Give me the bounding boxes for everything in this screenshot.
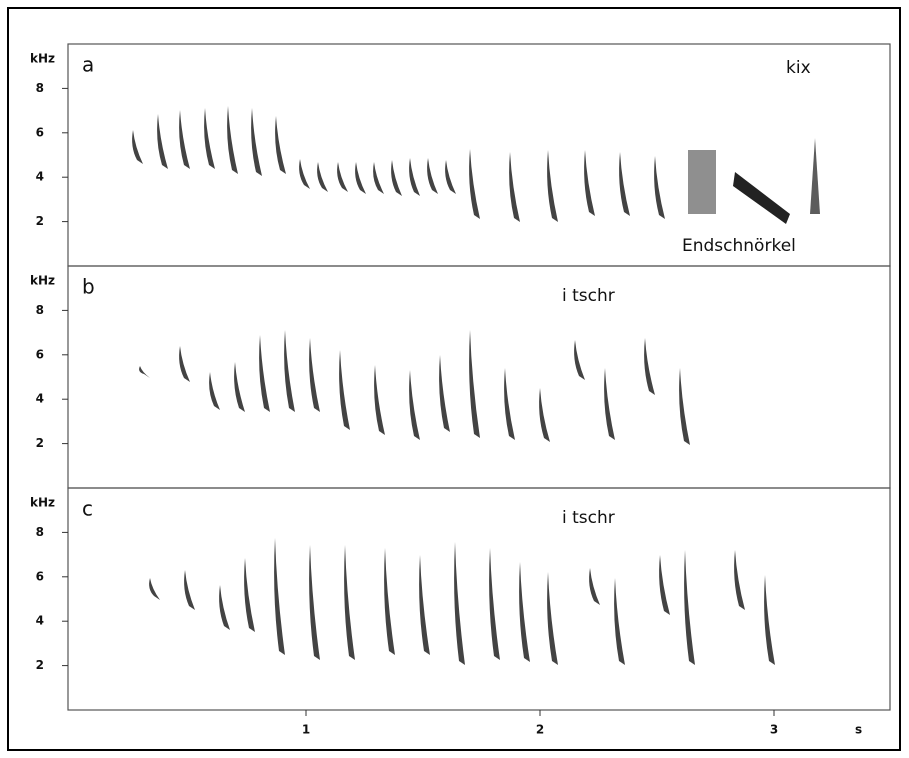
- syllable: [734, 550, 745, 610]
- y-tick-label: 4: [36, 170, 44, 184]
- syllable: [469, 330, 480, 438]
- syllable: [427, 158, 438, 194]
- x-tick-label: 2: [536, 723, 544, 737]
- panel-letter: a: [82, 53, 94, 77]
- y-tick-label: 8: [36, 303, 44, 317]
- syllable: [469, 149, 480, 219]
- syllable: [227, 106, 238, 174]
- syllable: [317, 162, 328, 192]
- syllable: [179, 110, 190, 169]
- annotation: i tschr: [562, 508, 615, 528]
- syllable: [439, 355, 450, 432]
- syllable: [219, 585, 230, 630]
- y-tick-label: 2: [36, 658, 44, 672]
- panel-letter: b: [82, 275, 95, 299]
- syllable: [684, 550, 695, 665]
- y-tick-label: 6: [36, 347, 44, 361]
- syllable: [284, 330, 295, 412]
- syllable: [539, 388, 550, 442]
- syllable: [274, 538, 285, 655]
- syllable: [309, 545, 320, 660]
- y-axis-label: kHz: [30, 274, 55, 288]
- syllable: [259, 335, 270, 412]
- y-axis-label: kHz: [30, 496, 55, 510]
- syllable: [309, 338, 320, 412]
- syllable: [519, 562, 530, 662]
- syllable: [619, 152, 630, 216]
- plot-panel: [67, 487, 891, 711]
- syllable: [547, 572, 558, 665]
- syllable: [504, 368, 515, 440]
- y-axis-label: kHz: [30, 52, 55, 66]
- syllable: [251, 108, 262, 176]
- syllable: [679, 368, 690, 445]
- y-tick-label: 8: [36, 81, 44, 95]
- syllable: [275, 116, 286, 174]
- syllable: [337, 162, 348, 192]
- y-tick-label: 2: [36, 214, 44, 228]
- syllable: [234, 362, 245, 412]
- syllable: [659, 555, 670, 615]
- syllable: [184, 570, 195, 610]
- syllable: [644, 338, 655, 395]
- syllable: [445, 160, 456, 194]
- syllable-band: [733, 172, 790, 224]
- syllable: [614, 578, 625, 665]
- y-tick-label: 2: [36, 436, 44, 450]
- syllable: [489, 548, 500, 660]
- syllable: [391, 160, 402, 196]
- syllable: [419, 555, 430, 655]
- syllable: [574, 340, 585, 380]
- x-tick-label: 3: [770, 723, 778, 737]
- syllable: [547, 150, 558, 222]
- syllable: [132, 130, 143, 164]
- annotation: i tschr: [562, 286, 615, 306]
- annotation: kix: [786, 58, 811, 78]
- syllable: [179, 346, 190, 382]
- syllable: [409, 158, 420, 196]
- syllable: [409, 370, 420, 440]
- syllable: [454, 542, 465, 665]
- syllable: [355, 162, 366, 194]
- syllable: [589, 568, 600, 605]
- annotation: Endschnörkel: [682, 236, 796, 256]
- syllable: [810, 138, 820, 214]
- y-tick-label: 6: [36, 125, 44, 139]
- syllable: [654, 156, 665, 219]
- y-tick-label: 4: [36, 392, 44, 406]
- syllable: [344, 545, 355, 660]
- syllable: [139, 366, 150, 378]
- y-tick-label: 8: [36, 525, 44, 539]
- syllable: [157, 114, 168, 169]
- x-tick-label: 1: [302, 723, 310, 737]
- frame: [7, 7, 901, 751]
- x-axis-label: s: [855, 723, 862, 737]
- syllable: [149, 578, 160, 600]
- syllable: [204, 108, 215, 169]
- syllable: [604, 368, 615, 440]
- panel-letter: c: [82, 497, 93, 521]
- syllable: [209, 372, 220, 410]
- syllable-noise: [688, 150, 716, 214]
- y-tick-label: 4: [36, 614, 44, 628]
- syllable: [384, 548, 395, 655]
- syllable: [584, 150, 595, 216]
- syllable: [244, 558, 255, 632]
- syllable: [373, 162, 384, 194]
- syllable: [509, 152, 520, 222]
- y-tick-label: 6: [36, 569, 44, 583]
- syllable: [374, 365, 385, 435]
- syllable: [339, 350, 350, 430]
- syllable: [764, 575, 775, 665]
- syllable: [299, 159, 310, 189]
